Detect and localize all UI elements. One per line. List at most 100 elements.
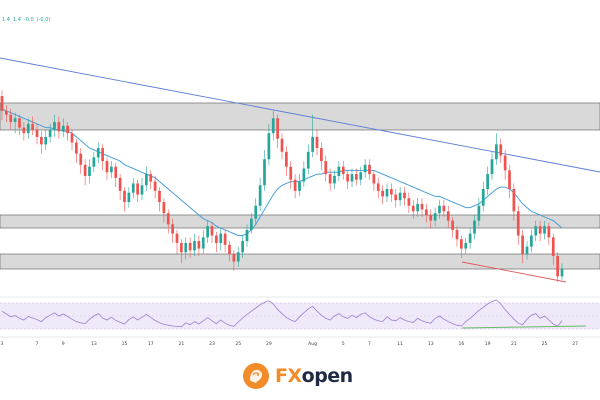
candle-body xyxy=(363,164,367,173)
candle xyxy=(241,235,244,258)
candle-body xyxy=(516,211,520,236)
resistance-zone xyxy=(0,102,600,131)
candle xyxy=(223,229,227,253)
candle-body xyxy=(337,166,341,176)
candle-body xyxy=(66,125,69,134)
candle-body xyxy=(285,151,288,167)
candle xyxy=(376,177,380,199)
candle-body xyxy=(525,246,529,255)
candle xyxy=(390,183,393,203)
candle xyxy=(35,123,39,145)
candle xyxy=(136,179,139,203)
x-tick-label: 5 xyxy=(342,341,345,347)
x-tick-label: 19 xyxy=(485,341,491,347)
candle xyxy=(416,198,419,217)
candle-body xyxy=(22,127,26,134)
candle-body xyxy=(420,203,424,210)
candle-body xyxy=(355,174,358,180)
candle-body xyxy=(499,144,503,156)
candle xyxy=(425,203,428,223)
candle xyxy=(105,157,109,180)
candle-body xyxy=(368,164,371,175)
candle-body xyxy=(232,254,236,262)
candle-body xyxy=(79,153,83,165)
candle-body xyxy=(429,215,433,221)
candle xyxy=(464,237,468,255)
candle-body xyxy=(438,205,441,214)
candle xyxy=(538,220,542,242)
candle-body xyxy=(263,159,266,186)
candle-body xyxy=(127,192,131,203)
x-tick-label: 9 xyxy=(62,341,65,347)
candle xyxy=(166,209,170,234)
candle-body xyxy=(206,226,209,238)
candle-body xyxy=(271,118,275,134)
candle xyxy=(372,170,376,191)
candle-body xyxy=(153,181,157,191)
candle-body xyxy=(123,190,126,203)
candle-body xyxy=(446,211,450,221)
candle-body xyxy=(131,183,135,193)
candle-body xyxy=(166,213,170,225)
candle-body xyxy=(543,226,546,234)
candle xyxy=(5,105,8,123)
candle-body xyxy=(306,151,310,169)
price-change-pct: (-0.0) xyxy=(36,17,51,23)
candle-body xyxy=(468,233,472,243)
candle xyxy=(547,222,551,245)
price-value-2: 1.4 xyxy=(12,17,21,23)
candle-body xyxy=(215,235,218,243)
candle-body xyxy=(44,136,48,145)
candle-body xyxy=(328,174,332,184)
candle xyxy=(267,123,271,165)
candle-body xyxy=(477,205,481,221)
candle-body xyxy=(228,244,231,255)
candle xyxy=(201,229,205,255)
candle-body xyxy=(512,189,516,212)
candle-body xyxy=(26,123,30,134)
candle xyxy=(70,129,74,150)
candle xyxy=(131,177,135,199)
candle-body xyxy=(403,192,406,199)
candle xyxy=(543,220,546,240)
candle-body xyxy=(118,177,122,191)
candle xyxy=(468,228,472,249)
candle xyxy=(289,161,293,189)
candle-body xyxy=(5,110,8,115)
candle-body xyxy=(407,198,411,206)
x-tick-label: 11 xyxy=(397,341,403,347)
candle-body xyxy=(289,166,293,180)
x-tick-label: 23 xyxy=(209,341,215,347)
brand-fx: FX xyxy=(275,365,302,387)
candle xyxy=(333,170,336,189)
candle xyxy=(346,170,349,189)
candle xyxy=(460,235,463,258)
candle-body xyxy=(341,166,345,175)
candle-body xyxy=(171,224,174,234)
candle xyxy=(429,209,433,229)
candle xyxy=(530,229,533,253)
candle-body xyxy=(556,255,559,277)
candle xyxy=(61,118,65,137)
fxopen-logo: FXopen xyxy=(243,363,353,389)
x-tick-label: 7 xyxy=(36,341,39,347)
candle xyxy=(13,112,17,134)
candle xyxy=(53,114,56,137)
candle xyxy=(368,159,371,180)
candle xyxy=(44,129,48,150)
candle-body xyxy=(114,166,118,178)
candle xyxy=(486,166,489,195)
candle-body xyxy=(219,233,223,243)
candle-body xyxy=(530,235,533,247)
candle-body xyxy=(521,235,524,255)
candle-body xyxy=(105,161,109,173)
candle-body xyxy=(193,241,196,251)
candle xyxy=(31,116,34,136)
candle-body xyxy=(359,172,363,180)
candle-body xyxy=(201,237,205,249)
candle-body xyxy=(433,213,437,221)
price-info-line: 1.4 1.4 -0.0 (-0.0) xyxy=(2,17,53,23)
candle-body xyxy=(276,118,279,139)
candle xyxy=(258,177,262,212)
